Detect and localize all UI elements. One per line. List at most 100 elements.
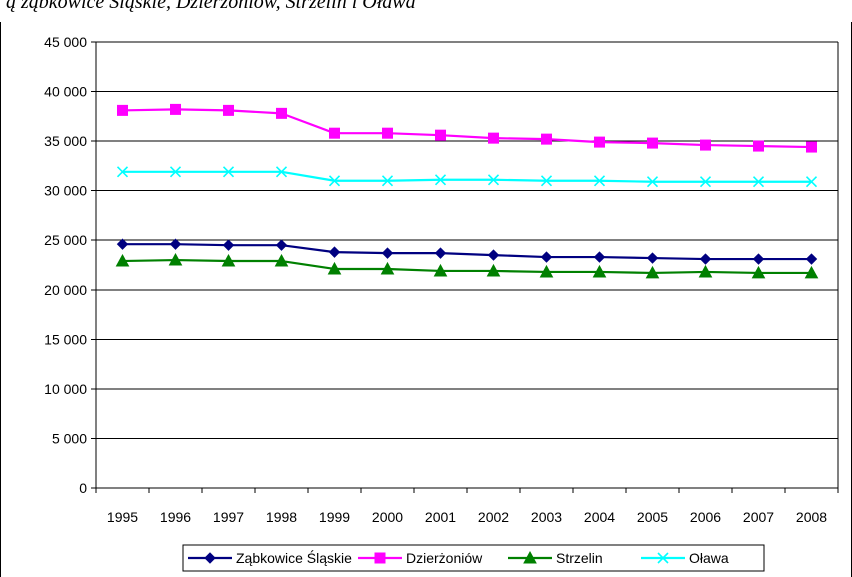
legend-label-zabkowice-slaskie: Ząbkowice Śląskie [236,549,352,566]
data-point-dzierzoniow [276,107,287,119]
data-point-olawa [646,176,659,188]
data-point-strzelin [221,253,236,267]
y-tick-label: 5 000 [52,430,87,446]
x-tick-labels: 1995 1996 1997 1998 1999 2000 2001 2002 2003 2004… [107,509,827,525]
data-point-strzelin [327,261,342,275]
data-point-olawa [434,174,447,186]
marker-stroke [540,175,553,187]
data-point-strzelin [486,263,501,277]
header-fragment-text: ą żąbkowice Śląskie, Dzierżoniów, Strzel… [6,0,416,13]
data-point-zabkowice-slaskie [169,238,182,250]
data-point-dzierzoniow [806,141,817,153]
y-tick-label: 35 000 [44,133,87,149]
data-point-zabkowice-slaskie [381,247,394,259]
legend-entry-dzierzoniow: Dzierżoniów [358,550,483,566]
x-tick-label: 2000 [372,509,403,525]
marker-stroke [328,175,341,187]
data-point-strzelin [433,263,448,277]
marker-stroke [657,552,669,564]
data-point-olawa [699,176,712,188]
y-tick-label: 40 000 [44,84,87,100]
data-point-olawa [328,175,341,187]
data-point-dzierzoniow [435,129,446,141]
legend-entry-zabkowice-slaskie: Ząbkowice Śląskie [188,549,352,566]
data-point-dzierzoniow [329,127,340,139]
data-point-strzelin [751,265,766,279]
marker-stroke [805,176,818,188]
data-point-dzierzoniow [170,103,181,115]
data-point-strzelin [804,265,819,279]
data-point-olawa [169,166,182,178]
marker-stroke [646,176,659,188]
data-point-dzierzoniow [753,140,764,152]
data-point-dzierzoniow [700,139,711,151]
data-point-dzierzoniow [647,137,658,149]
data-point-strzelin [274,253,289,267]
marker-stroke [487,174,500,186]
x-tick-label: 2002 [478,509,509,525]
data-point-olawa [116,166,129,178]
data-point-strzelin [592,264,607,278]
legend-marker-strzelin [523,550,537,564]
y-tick-label: 10 000 [44,381,87,397]
data-point-strzelin [168,253,183,266]
legend-entry-strzelin: Strzelin [508,550,603,566]
data-point-olawa [593,175,606,187]
series-strzelin [115,253,819,279]
x-tick-label: 2005 [637,509,668,525]
x-tick-label: 2004 [584,509,615,525]
marker-stroke [593,175,606,187]
y-tick-label: 25 000 [44,232,87,248]
legend-label-olawa: Oława [689,550,729,566]
data-point-zabkowice-slaskie [646,252,659,264]
y-tick-label: 45 000 [44,34,87,50]
series-line-strzelin [122,258,812,275]
data-point-olawa [222,166,235,178]
data-point-dzierzoniow [382,127,393,139]
header-strip: ą żąbkowice Śląskie, Dzierżoniów, Strzel… [0,0,852,22]
series-line-zabkowice-slaskie [122,243,812,261]
data-point-olawa [540,175,553,187]
grid-lines [96,41,838,439]
marker-stroke [169,166,182,178]
data-point-dzierzoniow [541,133,552,145]
y-tick-label: 0 [79,480,87,496]
legend-marker-olawa [657,552,669,564]
series-olawa [116,166,818,188]
data-point-zabkowice-slaskie [540,251,553,263]
marker-stroke [275,166,288,178]
data-point-zabkowice-slaskie [222,239,235,251]
data-point-dzierzoniow [594,136,605,148]
legend-entry-olawa: Oława [641,550,729,566]
x-tick-label: 2006 [690,509,721,525]
series-line-dzierzoniow [122,108,812,149]
y-tick-label: 20 000 [44,282,87,298]
data-point-zabkowice-slaskie [275,239,288,251]
x-tick-label: 2007 [743,509,774,525]
x-tick-label: 1997 [213,509,244,525]
legend-marker-dzierzoniow [374,552,386,564]
marker-stroke [699,176,712,188]
y-tick-labels: 0 5 000 10 000 15 000 20 000 25 000 30 000 35 0… [44,34,87,496]
data-point-olawa [805,176,818,188]
data-point-olawa [487,174,500,186]
marker-stroke [381,175,394,187]
legend-label-dzierzoniow: Dzierżoniów [406,550,483,566]
series-line-olawa [122,170,812,183]
legend: Ząbkowice Śląskie Dzierżoniów Strzelin Oław… [182,544,765,572]
data-point-olawa [752,176,765,188]
chart-axes [91,41,839,493]
x-tick-label: 2001 [425,509,456,525]
marker-stroke [116,166,129,178]
x-tick-label: 1996 [160,509,191,525]
marker-stroke [434,174,447,186]
data-point-strzelin [380,261,395,275]
marker-stroke [222,166,235,178]
x-tick-label: 1999 [319,509,350,525]
data-point-strzelin [115,253,130,267]
series-dzierzoniow [117,103,817,153]
chart-frame [0,22,852,577]
data-point-olawa [275,166,288,178]
x-tick-label: 2008 [796,509,827,525]
